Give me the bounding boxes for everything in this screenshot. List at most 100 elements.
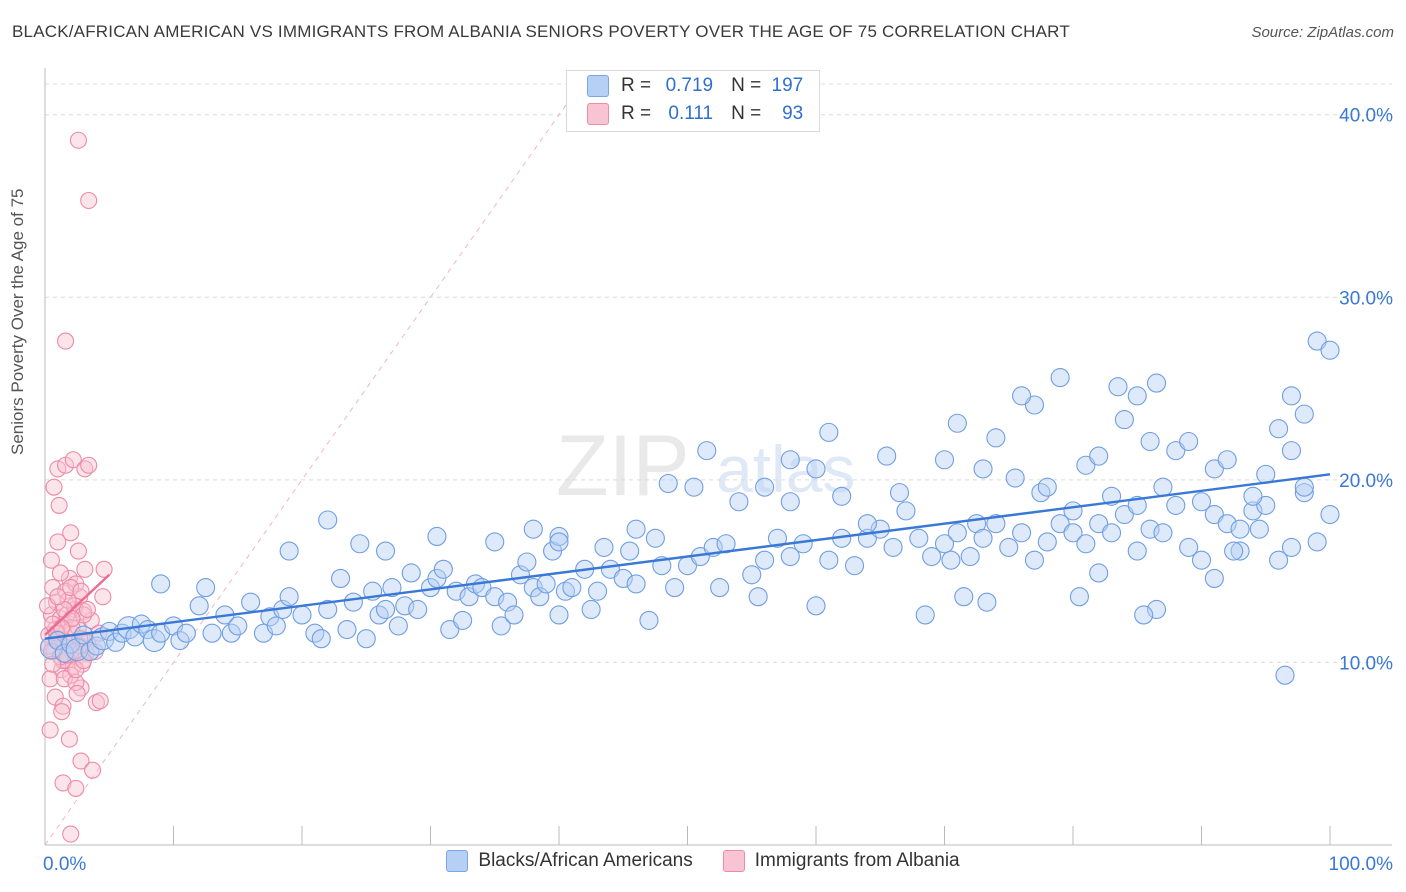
black-point xyxy=(1230,519,1250,539)
correlation-legend: R = 0.719 N = 197 R = 0.111 N = 93 xyxy=(566,70,820,132)
black-point xyxy=(581,599,601,620)
black-point xyxy=(1217,450,1237,470)
albania-point xyxy=(72,582,90,600)
trend-line-black xyxy=(44,473,1331,640)
black-point xyxy=(189,596,209,616)
legend-n-value-albania: 93 xyxy=(782,103,804,124)
albania-point xyxy=(49,533,67,551)
albania-point xyxy=(80,191,98,210)
albania-point xyxy=(41,721,59,739)
black-point xyxy=(755,550,775,570)
watermark-zip: ZIP xyxy=(556,418,690,514)
black-point xyxy=(549,532,569,552)
black-point xyxy=(1320,504,1340,525)
black-point xyxy=(941,550,961,570)
albania-point xyxy=(62,825,80,843)
black-point xyxy=(1089,446,1109,466)
series-legend: Blacks/African Americans Immigrants from… xyxy=(0,850,1406,872)
albania-point xyxy=(67,779,85,797)
black-point xyxy=(819,422,839,442)
black-point xyxy=(1307,532,1327,552)
albania-point xyxy=(59,591,77,609)
black-point xyxy=(1166,495,1186,515)
black-point xyxy=(176,623,196,643)
albania-point xyxy=(76,560,94,578)
black-point xyxy=(1127,495,1147,515)
black-point xyxy=(202,623,222,643)
black-point xyxy=(767,528,788,548)
black-point xyxy=(1063,501,1083,521)
black-point xyxy=(427,526,447,546)
black-point xyxy=(1012,386,1032,406)
black-point xyxy=(221,623,241,643)
black-point xyxy=(1179,537,1199,557)
black-point xyxy=(710,578,730,598)
black-point xyxy=(1294,483,1314,503)
black-point xyxy=(1243,486,1263,506)
legend-swatch-blue xyxy=(587,75,609,97)
black-point xyxy=(318,599,338,620)
black-point xyxy=(517,552,537,572)
black-point xyxy=(844,556,865,576)
black-point xyxy=(1153,523,1173,543)
albania-point xyxy=(91,692,109,710)
black-point xyxy=(806,459,826,479)
black-point xyxy=(1191,492,1212,512)
black-point xyxy=(665,578,685,598)
black-point xyxy=(1281,537,1301,557)
black-point xyxy=(1269,419,1289,439)
black-point xyxy=(401,563,421,583)
black-point xyxy=(986,428,1006,448)
black-point xyxy=(1243,501,1263,521)
legend-row-black: R = 0.719 N = 197 xyxy=(587,73,803,99)
black-point xyxy=(241,592,261,612)
albania-point xyxy=(94,588,112,606)
reference-diagonal xyxy=(44,79,584,846)
grid-lines xyxy=(45,83,1392,663)
black-point xyxy=(1076,534,1096,554)
black-point xyxy=(523,519,543,539)
black-point xyxy=(645,528,665,548)
black-point xyxy=(999,537,1019,557)
black-point xyxy=(375,541,396,561)
black-point xyxy=(1108,377,1128,397)
black-point xyxy=(196,578,216,598)
black-point xyxy=(453,610,473,630)
black-point xyxy=(620,541,640,561)
black-point xyxy=(780,492,800,512)
black-point xyxy=(1031,483,1051,503)
black-point xyxy=(485,587,505,607)
legend-swatch-pink xyxy=(722,850,745,872)
albania-point xyxy=(95,560,113,578)
black-point xyxy=(1217,514,1237,534)
y-tick-label: 20.0% xyxy=(1339,471,1393,492)
black-point xyxy=(1275,665,1295,685)
black-point xyxy=(562,578,582,598)
albania-point xyxy=(44,579,62,597)
black-point xyxy=(973,528,993,548)
albania-point xyxy=(68,684,86,703)
black-point xyxy=(977,592,997,612)
black-point xyxy=(915,605,935,625)
black-point xyxy=(909,528,929,548)
black-point xyxy=(1140,431,1160,452)
black-point xyxy=(819,550,839,570)
x-tick-label: 100.0% xyxy=(1329,854,1394,875)
legend-label-black: Blacks/African Americans xyxy=(478,850,693,871)
black-point xyxy=(806,596,826,616)
black-point xyxy=(504,605,524,625)
legend-r-value-albania: 0.111 xyxy=(668,103,714,124)
black-point xyxy=(780,450,800,470)
albania-point xyxy=(49,588,67,606)
black-point xyxy=(279,541,299,561)
albania-points xyxy=(39,131,113,843)
black-point xyxy=(170,630,190,651)
black-point xyxy=(973,459,993,479)
black-point xyxy=(1294,404,1314,424)
black-point xyxy=(889,483,910,503)
trend-lines xyxy=(44,473,1331,640)
albania-point xyxy=(69,131,87,149)
black-point xyxy=(388,616,408,636)
black-point xyxy=(536,574,556,594)
black-point xyxy=(883,537,903,557)
